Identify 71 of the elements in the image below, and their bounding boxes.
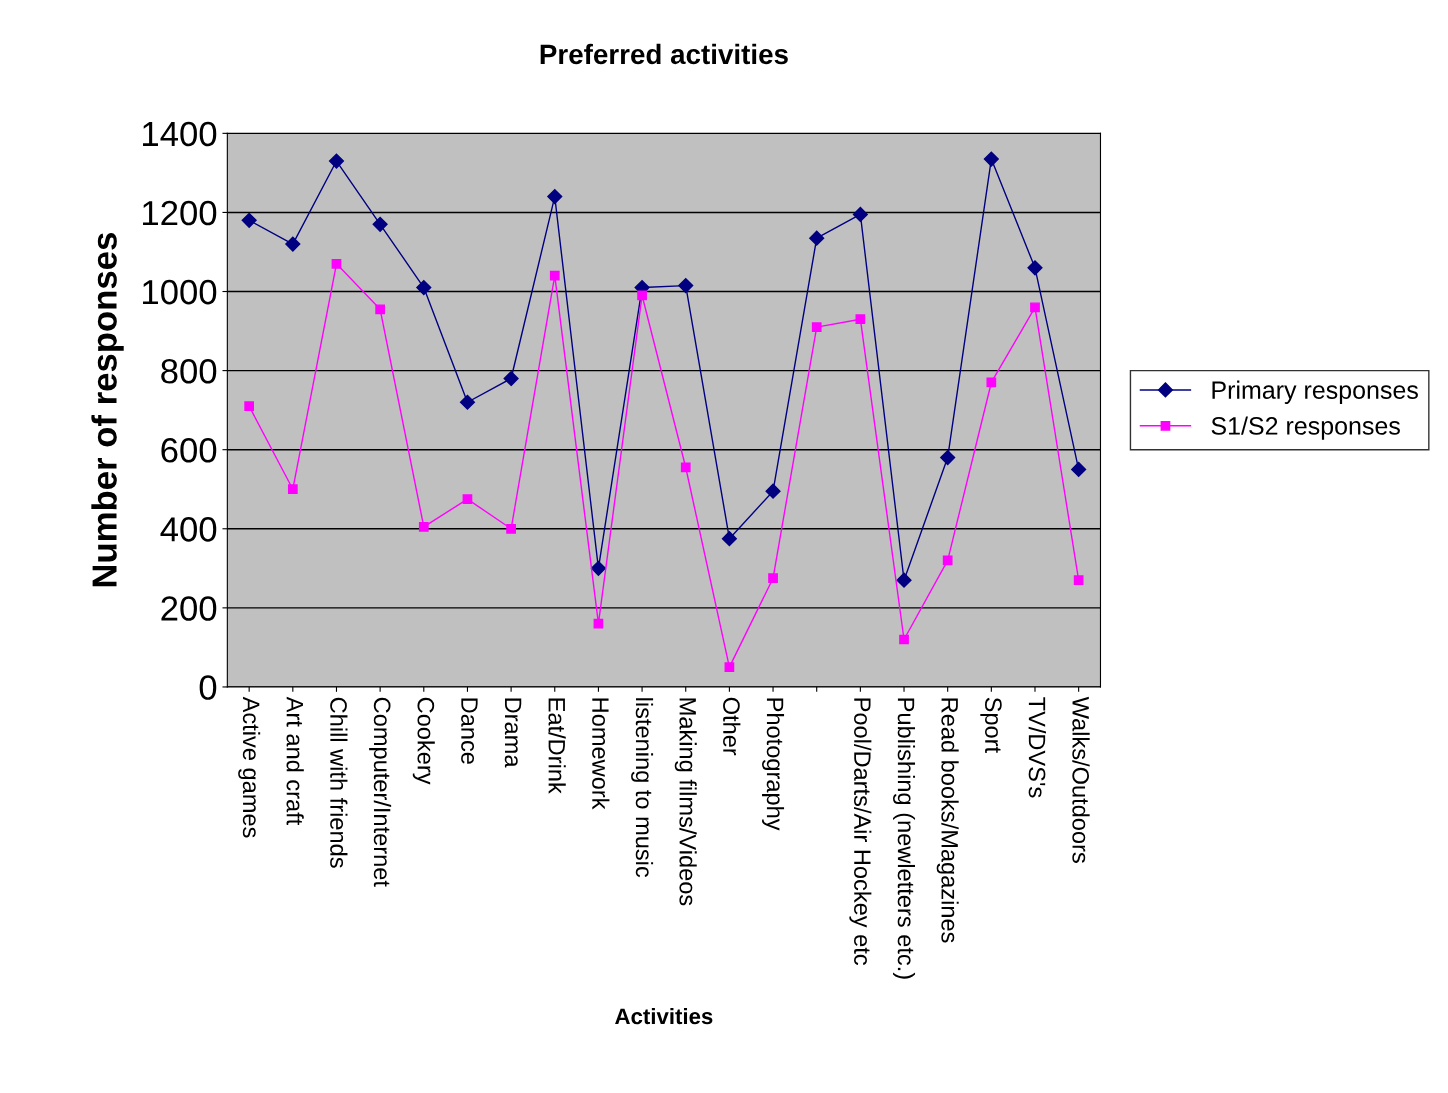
y-tick-label: 400 [160, 517, 217, 542]
x-tick-label: Art and craft [286, 696, 304, 826]
point [287, 484, 298, 495]
y-tick-label: 0 [199, 675, 217, 700]
point [1027, 260, 1043, 276]
point [285, 236, 301, 252]
point [1071, 461, 1087, 478]
point [241, 212, 257, 228]
point [724, 662, 735, 673]
chart-title: Preferred activities [540, 43, 788, 65]
x-tick-label: Other [723, 697, 741, 756]
point [942, 555, 953, 566]
point [855, 314, 866, 325]
point [590, 560, 606, 576]
y-tick-label: 200 [161, 596, 217, 621]
point [593, 618, 604, 629]
point [852, 206, 868, 222]
point [416, 279, 432, 296]
point [331, 258, 342, 269]
y-tick-label: 800 [161, 358, 217, 384]
legend-label: Primary responses [1212, 380, 1418, 404]
point [547, 189, 563, 205]
point [899, 634, 909, 645]
x-tick-label: Chill with friends [330, 697, 348, 868]
x-tick-label: Pool/Darts/Air Hockey etc [849, 698, 872, 966]
y-tick-label: 1000 [143, 279, 217, 305]
point [765, 483, 781, 499]
point [809, 230, 825, 246]
point [983, 151, 999, 167]
point [506, 523, 516, 534]
point [1073, 575, 1084, 586]
x-tick-label: Computer/Internet [369, 697, 392, 887]
point [680, 462, 691, 473]
x-tick-label: Walks/Outdoors [1072, 696, 1090, 863]
x-tick-label: TV/DVS's [1028, 697, 1046, 798]
legend-label: S1/S2 responses [1211, 416, 1400, 440]
x-tick-label: Making films/Videos [674, 698, 697, 906]
point [372, 216, 388, 232]
x-tick-label: Cookery [412, 697, 435, 785]
x-tick-label: Drama [504, 698, 522, 768]
x-tick-label: Read books/Magazines [936, 698, 959, 943]
x-tick-label: Photography [762, 698, 785, 831]
point [721, 531, 737, 547]
x-tick-label: Sport [980, 697, 1002, 753]
point [459, 394, 476, 410]
point [1030, 302, 1040, 313]
point [418, 521, 429, 532]
x-tick-label: Homework [592, 698, 610, 810]
point [244, 401, 255, 412]
point [986, 377, 997, 388]
x-tick-label: Dance [461, 698, 478, 764]
point [768, 573, 778, 584]
x-tick-label: Publishing (newletters etc.) [893, 698, 916, 979]
point [811, 322, 822, 332]
x-tick-label: Active games [238, 696, 261, 838]
point [678, 278, 694, 294]
y-tick-label: 1200 [143, 200, 217, 226]
x-tick-label: listening to music [631, 698, 654, 878]
x-tick-label: Eat/Drink [548, 698, 566, 794]
point [503, 370, 519, 387]
point [462, 494, 473, 504]
point [328, 153, 345, 169]
y-tick-label: 600 [161, 438, 217, 463]
point [549, 270, 560, 281]
point [940, 450, 956, 466]
point [637, 290, 647, 301]
x-axis-title: Activities [615, 1007, 713, 1025]
point [375, 304, 385, 315]
y-tick-label: 1400 [143, 121, 217, 147]
point [896, 572, 912, 588]
y-axis-title: Number of responses [91, 233, 124, 587]
